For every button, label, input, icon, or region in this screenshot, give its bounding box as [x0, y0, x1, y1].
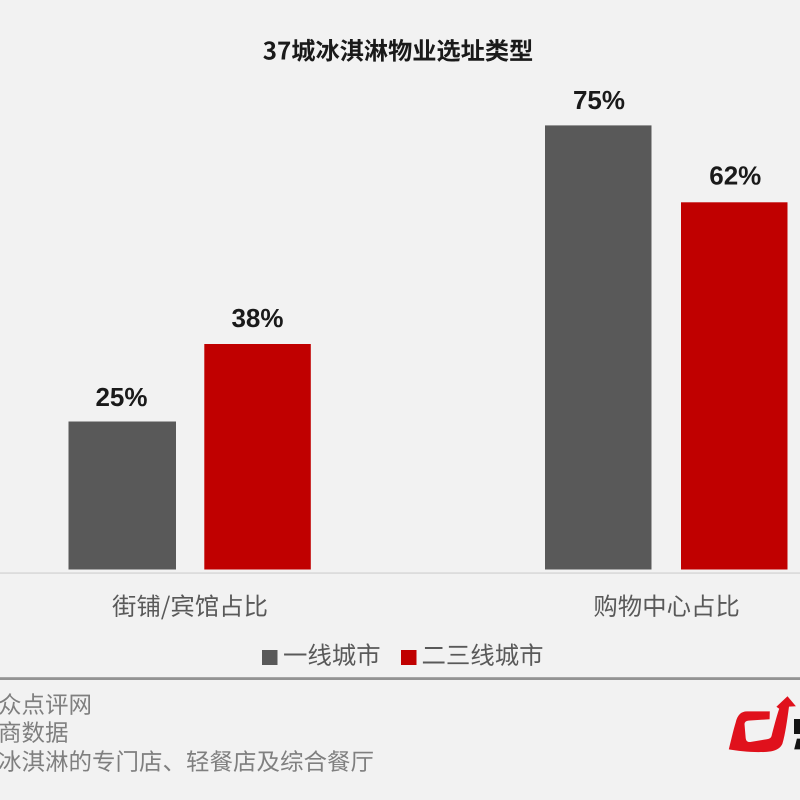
svg-text:38%: 38% — [231, 303, 283, 333]
svg-text:25%: 25% — [95, 382, 147, 412]
svg-text:75%: 75% — [573, 85, 625, 115]
svg-text:62%: 62% — [709, 161, 761, 191]
